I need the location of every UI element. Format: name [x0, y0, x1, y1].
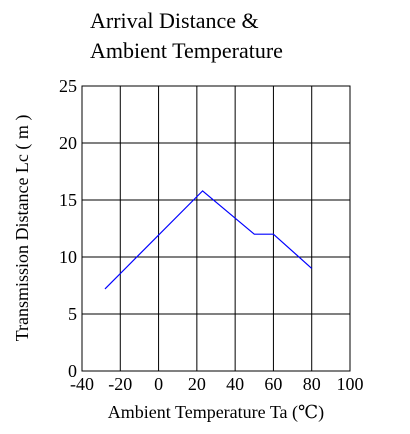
x-tick-label-1: -20 — [108, 374, 132, 394]
y-axis-label: Transmission Distance Lc ( m ) — [12, 115, 33, 342]
chart-title-line-1: Arrival Distance & — [90, 8, 259, 33]
x-tick-label-3: 20 — [188, 374, 206, 394]
grid — [82, 86, 350, 371]
x-tick-label-5: 60 — [264, 374, 282, 394]
y-tick-label-3: 15 — [59, 190, 77, 210]
y-tick-label-2: 10 — [59, 247, 77, 267]
y-tick-labels: 0 5 10 15 20 25 — [59, 76, 77, 381]
y-tick-label-5: 25 — [59, 76, 77, 96]
chart-title: Arrival Distance & Ambient Temperature — [90, 8, 283, 63]
plot-frame — [81, 85, 351, 372]
chart-title-line-2: Ambient Temperature — [90, 38, 283, 63]
y-tick-label-4: 20 — [59, 133, 77, 153]
y-tick-label-1: 5 — [68, 304, 77, 324]
x-tick-label-4: 40 — [226, 374, 244, 394]
series-line-0 — [104, 190, 313, 290]
x-tick-label-2: 0 — [154, 374, 163, 394]
x-tick-label-7: 100 — [337, 374, 364, 394]
series-group — [104, 190, 313, 290]
x-tick-label-0: -40 — [70, 374, 94, 394]
y-tick-label-0: 0 — [68, 361, 77, 381]
x-axis-label: Ambient Temperature Ta (℃) — [108, 402, 324, 423]
x-tick-label-6: 80 — [303, 374, 321, 394]
x-tick-labels: -40 -20 0 20 40 60 80 100 — [70, 374, 364, 394]
